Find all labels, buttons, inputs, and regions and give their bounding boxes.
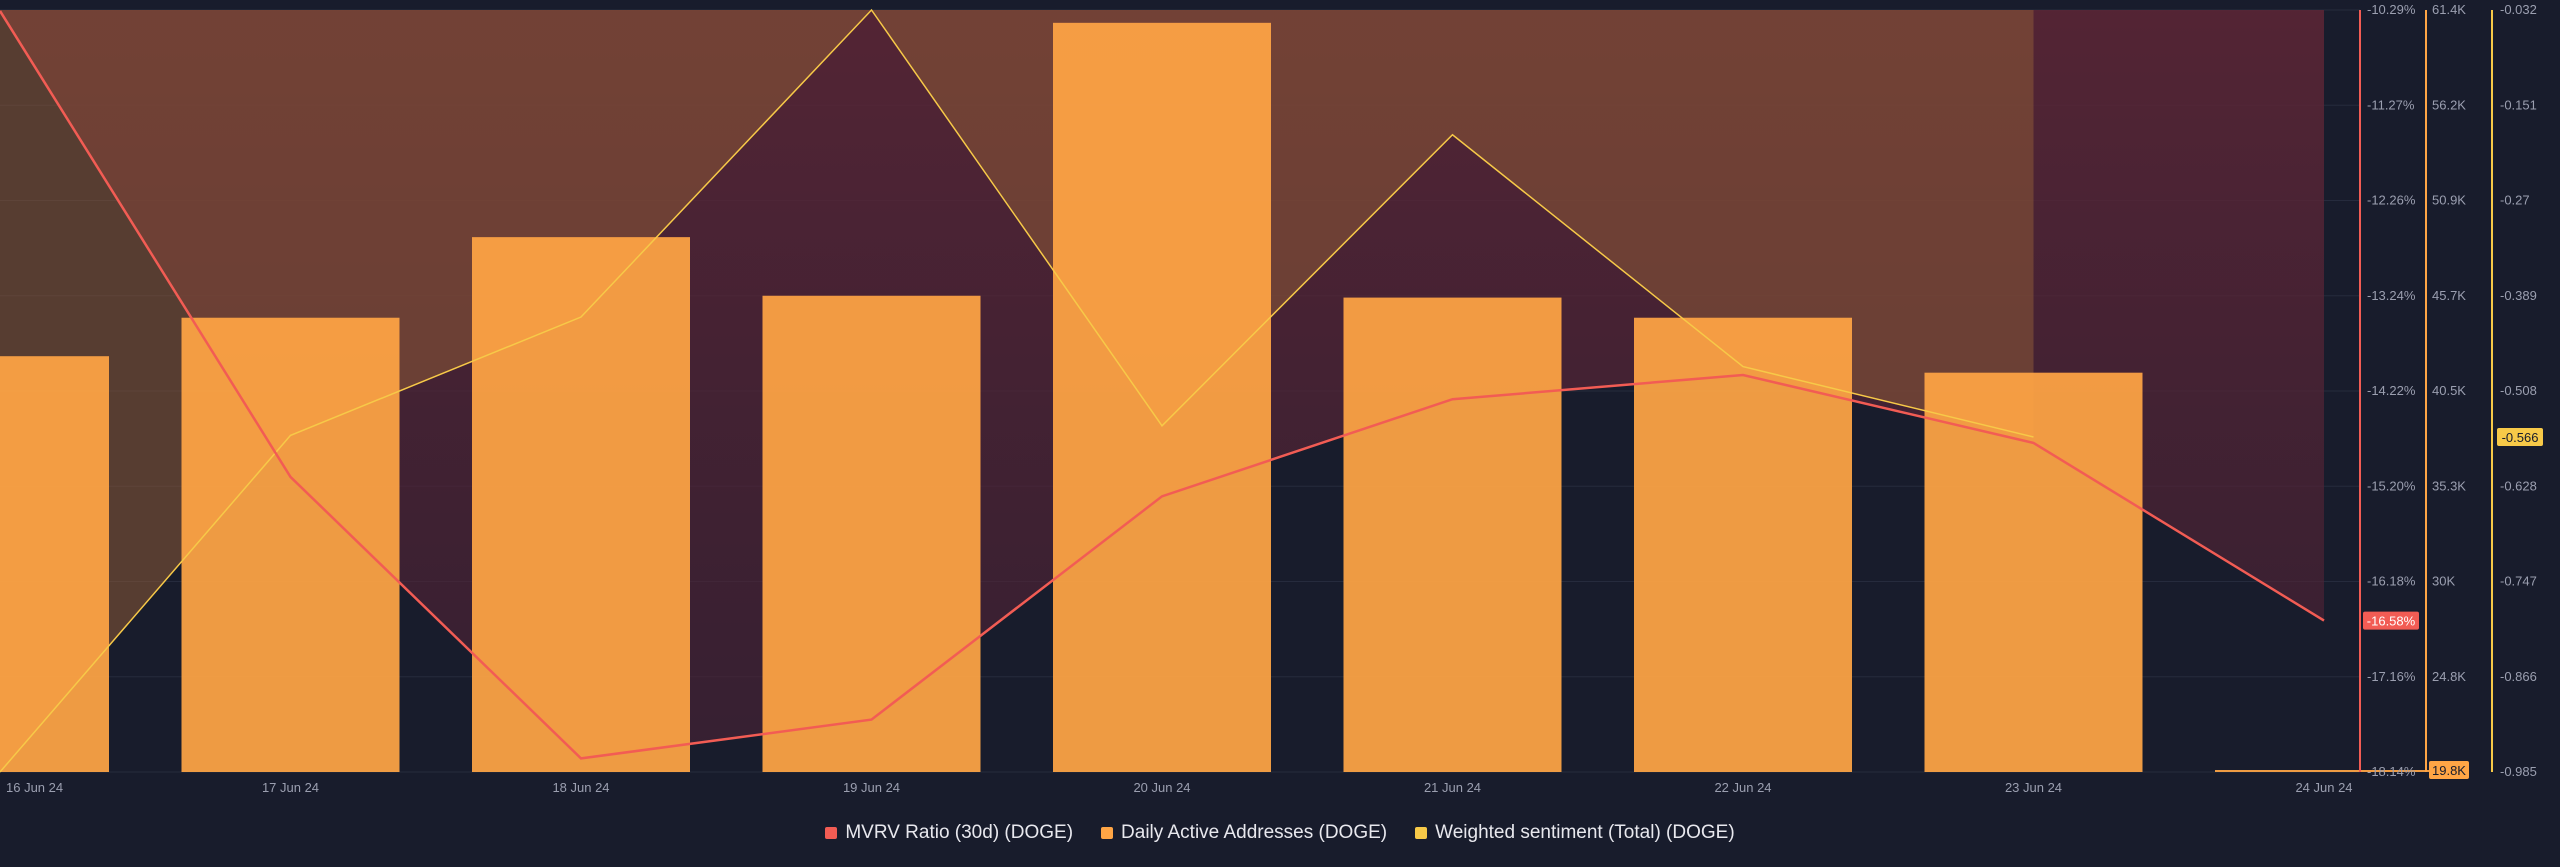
sentiment-tick-label: -0.151: [2500, 97, 2537, 112]
sentiment-tick-label: -0.032: [2500, 2, 2537, 17]
legend-item-mvrv[interactable]: MVRV Ratio (30d) (DOGE): [825, 822, 1073, 844]
legend-swatch-mvrv: [825, 827, 837, 839]
daa-tick-label: 24.8K: [2432, 669, 2466, 684]
legend-label-mvrv: MVRV Ratio (30d) (DOGE): [845, 822, 1073, 844]
legend-swatch-daily-active-addresses: [1101, 827, 1113, 839]
legend-swatch-weighted-sentiment: [1415, 827, 1427, 839]
x-tick-label: 21 Jun 24: [1424, 780, 1481, 795]
daa-bar: [1634, 318, 1852, 772]
daa-bar: [763, 296, 981, 772]
daa-bar: [1344, 298, 1562, 772]
sentiment-tick-label: -0.985: [2500, 764, 2537, 779]
legend-item-weighted-sentiment[interactable]: Weighted sentiment (Total) (DOGE): [1415, 822, 1735, 844]
daa-tick-label: 30K: [2432, 574, 2455, 589]
chart-legend: MVRV Ratio (30d) (DOGE) Daily Active Add…: [0, 816, 2560, 850]
daa-tick-label: 40.5K: [2432, 383, 2466, 398]
x-tick-label: 17 Jun 24: [262, 780, 319, 795]
legend-item-daily-active-addresses[interactable]: Daily Active Addresses (DOGE): [1101, 822, 1387, 844]
x-tick-label: 22 Jun 24: [1714, 780, 1771, 795]
x-tick-label: 19 Jun 24: [843, 780, 900, 795]
sentiment-tick-label: -0.628: [2500, 478, 2537, 493]
x-tick-label: 18 Jun 24: [552, 780, 609, 795]
mvrv-tick-label: -16.18%: [2367, 574, 2416, 589]
daa-tick-label: 50.9K: [2432, 193, 2466, 208]
sentiment-tick-label: -0.747: [2500, 574, 2537, 589]
x-tick-label: 16 Jun 24: [6, 780, 63, 795]
legend-label-daily-active-addresses: Daily Active Addresses (DOGE): [1121, 822, 1387, 844]
legend-label-weighted-sentiment: Weighted sentiment (Total) (DOGE): [1435, 822, 1735, 844]
mvrv-tick-label: -13.24%: [2367, 288, 2416, 303]
mvrv-tick-label: -14.22%: [2367, 383, 2416, 398]
daa-tick-label: 56.2K: [2432, 97, 2466, 112]
x-tick-label: 24 Jun 24: [2295, 780, 2352, 795]
mvrv-tick-label: -10.29%: [2367, 2, 2416, 17]
mvrv-tick-label: -17.16%: [2367, 669, 2416, 684]
daa-bar: [1925, 373, 2143, 772]
daa-bar: [182, 318, 400, 772]
daa-tick-label: 61.4K: [2432, 2, 2466, 17]
mvrv-tick-label: -12.26%: [2367, 193, 2416, 208]
mvrv-tick-label: -15.20%: [2367, 478, 2416, 493]
mvrv-last-value-badge: -16.58%: [2367, 614, 2416, 629]
mvrv-tick-label: -18.14%: [2367, 764, 2416, 779]
sentiment-tick-label: -0.866: [2500, 669, 2537, 684]
x-tick-label: 23 Jun 24: [2005, 780, 2062, 795]
sentiment-tick-label: -0.508: [2500, 383, 2537, 398]
daa-tick-label: 45.7K: [2432, 288, 2466, 303]
daa-bar: [1053, 23, 1271, 772]
daa-tick-label: 35.3K: [2432, 478, 2466, 493]
sentiment-tick-label: -0.27: [2500, 193, 2530, 208]
sentiment-last-value-badge: -0.566: [2502, 430, 2539, 445]
sentiment-tick-label: -0.389: [2500, 288, 2537, 303]
daa-last-value-badge: 19.8K: [2432, 763, 2466, 778]
mvrv-tick-label: -11.27%: [2367, 97, 2415, 112]
x-tick-label: 20 Jun 24: [1133, 780, 1190, 795]
